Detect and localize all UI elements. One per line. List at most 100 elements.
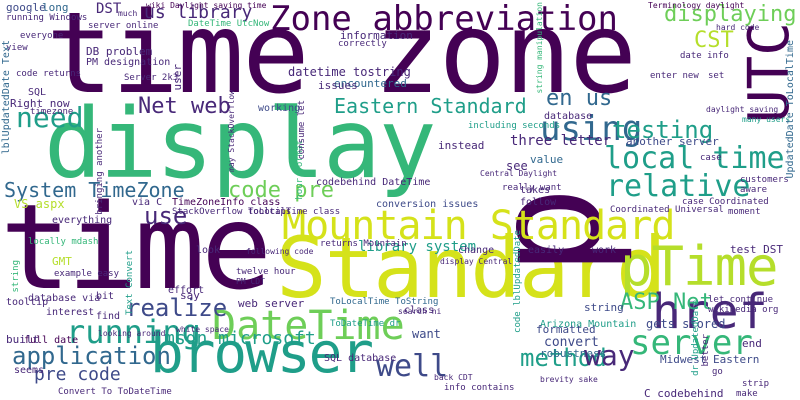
word-another-server: another server — [626, 135, 719, 148]
word-method: method — [520, 344, 607, 372]
word-todatetime-dr: ToDateTime dr — [330, 319, 401, 329]
word-asp-net: ASP Net — [620, 290, 713, 315]
word-updateddate-tolocaltime: UpdatedDate ToLocalTime — [785, 40, 796, 179]
word-convert-to-todatetime: Convert To ToDateTime — [58, 387, 172, 397]
word-wiki-daylight: wiki Daylight saving time — [146, 1, 267, 10]
word-say: say — [180, 289, 200, 302]
word-go: go — [712, 367, 723, 377]
word-want: want — [412, 327, 441, 341]
word-back-cdt: back CDT — [434, 373, 473, 382]
word-follow: follow — [520, 197, 557, 208]
word-google: google — [6, 1, 46, 14]
word-code-lblupdateddate: code lblUpdatedDate — [513, 230, 523, 333]
word-brevity-sake: brevity sake — [540, 375, 598, 384]
word-interest: interest — [46, 307, 95, 318]
word-better: better — [701, 334, 711, 367]
word-moment: moment — [728, 207, 761, 217]
word-takes: takes — [520, 185, 551, 196]
word-white-space: white space — [176, 325, 229, 334]
word-dr-updateddate: dr UpdatedDate — [691, 300, 701, 376]
word-easily: easily — [528, 245, 565, 256]
word-encountered: encountered — [334, 77, 407, 90]
word-string-manipulation: string manipulation — [535, 2, 544, 94]
word-set: set — [708, 71, 725, 81]
word-customers: customers — [740, 175, 789, 185]
word-enter-new: enter new — [650, 71, 699, 81]
word-realize: realize — [126, 294, 228, 322]
word-need: need — [16, 101, 84, 134]
word-running-windows: running Windows — [6, 13, 88, 23]
word-us-library: us library — [144, 2, 253, 23]
word-let-continue: let continue — [708, 295, 774, 305]
word-text-convert: Text Convert — [125, 250, 135, 316]
word-bit: bit — [96, 291, 115, 302]
word-datetime-tostring: datetime tostring — [288, 65, 411, 79]
word-dst: DST — [96, 1, 122, 17]
word-local-time: local time — [604, 141, 785, 176]
word-class: class — [404, 305, 435, 316]
word-gmt: GMT — [52, 255, 72, 268]
word-timezoneinfo-class: TimeZoneInfo class — [172, 197, 281, 208]
word-twelve-hour: twelve hour — [236, 267, 296, 277]
word-change: change — [458, 245, 495, 256]
word-pm-designation: PM designation — [86, 57, 171, 68]
word-via-c: via C — [132, 197, 163, 208]
word-may-stackoverflow: may StackOverflow — [227, 90, 236, 172]
word-test-dst: test DST — [730, 243, 783, 256]
word-using: using — [540, 109, 643, 149]
word-wikipedia-org: wikipedia org — [708, 305, 779, 315]
word-aware: aware — [740, 185, 768, 195]
word-case: case — [700, 153, 722, 163]
word-much: much — [118, 9, 138, 18]
word-really-want: really want — [502, 183, 562, 193]
word-strip: strip — [742, 379, 770, 389]
word-use: use — [144, 202, 188, 230]
word-relative: relative — [606, 169, 751, 204]
word-eastern-standard: Eastern Standard — [334, 94, 527, 118]
word-mountain-standard: Mountain Standard — [282, 203, 675, 249]
word-codebehind-datetime: codebehind DateTime — [316, 177, 431, 188]
word-code-returns: code returns — [16, 69, 82, 79]
word-server-online: server online — [88, 21, 159, 31]
word-formatted: formatted — [536, 323, 596, 336]
word-full-date: full date — [24, 335, 79, 346]
word-conversion-issues: conversion issues — [376, 199, 479, 210]
word-built: built — [6, 333, 40, 346]
word-date-info: date info — [680, 51, 729, 61]
word-stackoverflow-tooltips: StackOverflow tooltips — [172, 207, 292, 217]
word-displaying: displaying — [664, 2, 797, 27]
word-browser: browser — [150, 321, 374, 386]
word-bringing-another: bringing another — [95, 128, 105, 215]
word-en-us: en us — [546, 86, 613, 111]
word-work: work — [592, 245, 617, 256]
word-tolocaltime-tostring: ToLocalTime ToString — [330, 297, 439, 307]
word-case-coordinated: case Coordinated — [682, 197, 769, 207]
word-pm-cdt: PM CDT — [236, 277, 265, 286]
word-consume-let: consume let — [297, 100, 307, 160]
word-view: view — [6, 43, 28, 53]
word-tooltip: tooltip — [6, 297, 49, 308]
word-c-codebehind: C codebehind — [644, 387, 724, 400]
word-find: find — [96, 311, 121, 322]
word-see: see — [506, 159, 528, 173]
word-time: time — [0, 178, 272, 316]
word-web-server: web server — [238, 297, 305, 310]
word-gets-stored: gets stored — [646, 317, 726, 331]
word-looking-around: looking around — [98, 329, 166, 338]
word-long: long — [42, 1, 69, 14]
word-lblupdateddate-text: lblUpdatedDate Text — [1, 40, 12, 155]
word-many-users: many users — [742, 115, 791, 124]
word-sql-database: SQL database — [324, 353, 397, 364]
word-net-web: Net web — [138, 94, 231, 119]
word-make: make — [736, 389, 758, 399]
word-central-daylight: Central Daylight — [480, 169, 558, 178]
word-standard: Standard — [276, 219, 667, 317]
word-database: database — [544, 111, 593, 122]
word-coordinated-universal: Coordinated Universal — [610, 205, 724, 215]
word-time-zone: time zone — [46, 0, 637, 119]
word-working: working — [258, 103, 301, 114]
word-datetime-utcnow: DateTime UtcNow — [188, 19, 270, 29]
word-convert: convert — [544, 335, 599, 350]
word-issues: issues — [318, 79, 358, 92]
